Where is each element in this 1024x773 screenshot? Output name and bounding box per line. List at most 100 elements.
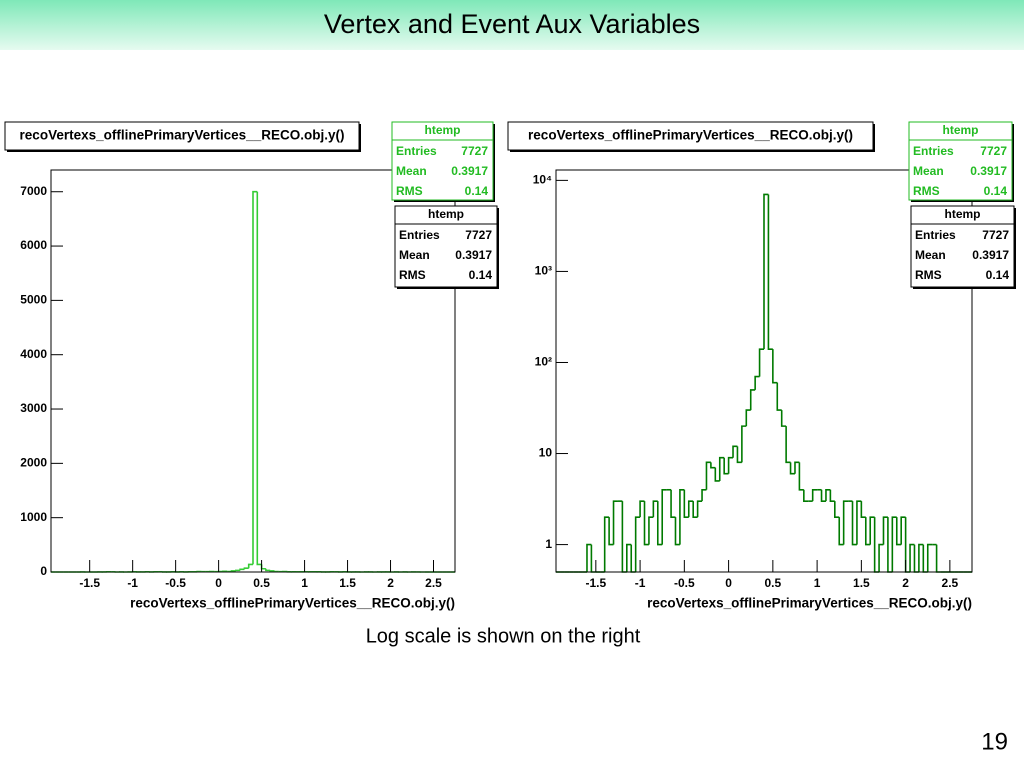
stats-value: 7727	[461, 144, 488, 158]
histogram-bin	[835, 501, 839, 517]
x-tick-label: -0.5	[674, 576, 695, 590]
x-tick-label: -1.5	[585, 576, 606, 590]
histogram-bin	[782, 410, 786, 426]
x-tick-label: 1	[814, 576, 821, 590]
histogram-bin	[270, 570, 274, 571]
histogram-bin	[591, 545, 595, 572]
stats-value: 0.14	[465, 184, 489, 198]
stats-value: 0.3917	[970, 164, 1007, 178]
stats-title: htemp	[943, 123, 979, 137]
y-tick-label: 10³	[535, 264, 552, 278]
page-number: 19	[981, 728, 1008, 755]
histogram-bin	[636, 517, 640, 572]
histogram-bin	[671, 490, 675, 517]
slide-title: Vertex and Event Aux Variables	[324, 9, 700, 39]
histogram-bin	[614, 501, 618, 544]
stats-value: 7727	[982, 228, 1009, 242]
stats-label: Entries	[915, 228, 956, 242]
y-tick-label: 1	[545, 537, 552, 551]
y-tick-label: 5000	[20, 293, 47, 307]
stats-label: RMS	[913, 184, 940, 198]
histogram-bin	[760, 349, 764, 376]
stats-value: 0.14	[469, 268, 493, 282]
stats-label: Mean	[913, 164, 944, 178]
histogram-bin	[262, 564, 266, 568]
x-tick-label: 1.5	[339, 576, 356, 590]
x-axis-label: recoVertexs_offlinePrimaryVertices__RECO…	[130, 596, 455, 611]
histogram-bin	[751, 390, 755, 410]
x-tick-label: 0.5	[765, 576, 782, 590]
histogram-bin	[698, 501, 702, 517]
x-tick-label: 2.5	[425, 576, 442, 590]
histogram-bin	[742, 426, 746, 462]
histogram-bin	[813, 490, 817, 501]
histogram-bin	[768, 194, 772, 349]
histogram-bin	[729, 458, 733, 474]
histogram-bin	[777, 383, 781, 410]
histogram-bin	[274, 571, 278, 572]
histogram-bin	[786, 426, 790, 462]
stats-label: Entries	[396, 144, 437, 158]
stats-value: 7727	[465, 228, 492, 242]
stats-value: 7727	[980, 144, 1007, 158]
histogram-bin	[249, 564, 253, 568]
stats-value: 0.3917	[972, 248, 1009, 262]
x-tick-label: -1	[635, 576, 646, 590]
x-tick-label: 0	[725, 576, 732, 590]
y-tick-label: 1000	[20, 510, 47, 524]
x-tick-label: -1.5	[79, 576, 100, 590]
x-tick-label: 0.5	[253, 576, 270, 590]
histogram-bin	[755, 377, 759, 390]
histogram-bin	[236, 570, 240, 571]
x-tick-label: 0	[215, 576, 222, 590]
stats-label: Mean	[399, 248, 430, 262]
stats-label: RMS	[396, 184, 423, 198]
histogram-bin	[928, 545, 932, 572]
x-tick-label: 1.5	[853, 576, 870, 590]
caption: Log scale is shown on the right	[366, 625, 641, 647]
stats-value: 0.14	[984, 184, 1008, 198]
histogram-bin	[861, 501, 865, 517]
stats-label: RMS	[399, 268, 426, 282]
histogram-bin	[257, 192, 261, 565]
histogram-bin	[662, 490, 666, 545]
histogram-bin	[244, 568, 248, 569]
charts: -1.5 -1 -0.5 0 0.5 1 1.5 2 2.5 0 1000 2000 3000 4000 5…	[5, 122, 1016, 611]
y-tick-label: 0	[40, 564, 47, 578]
stats-value: 0.14	[986, 268, 1010, 282]
stats-label: Entries	[399, 228, 440, 242]
x-tick-label: 2.5	[942, 576, 959, 590]
histogram-bin	[746, 410, 750, 426]
stats-title: htemp	[428, 207, 464, 221]
histogram-bin	[879, 545, 883, 572]
stats-label: Mean	[396, 164, 427, 178]
y-tick-label: 10	[539, 446, 553, 460]
x-tick-label: 1	[301, 576, 308, 590]
stats-label: Mean	[915, 248, 946, 262]
x-axis-label: recoVertexs_offlinePrimaryVertices__RECO…	[647, 596, 972, 611]
y-tick-label: 4000	[20, 347, 47, 361]
x-tick-label: 2	[902, 576, 909, 590]
stats-label: RMS	[915, 268, 942, 282]
y-tick-label: 6000	[20, 238, 47, 252]
histogram-bin	[773, 349, 777, 383]
y-tick-label: 10⁴	[533, 173, 552, 187]
y-tick-label: 2000	[20, 456, 47, 470]
histogram-bin	[711, 462, 715, 467]
stats-value: 0.3917	[451, 164, 488, 178]
histogram-bin	[649, 517, 653, 544]
histogram-bin	[702, 490, 706, 501]
chart-title: recoVertexs_offlinePrimaryVertices__RECO…	[20, 128, 345, 143]
histogram-bin	[799, 462, 803, 489]
y-tick-label: 3000	[20, 401, 47, 415]
histogram-bin	[937, 545, 941, 572]
histogram-bin	[266, 569, 270, 571]
histogram-bin	[844, 501, 848, 544]
stats-label: Entries	[913, 144, 954, 158]
histogram-bin	[804, 490, 808, 501]
x-tick-label: -0.5	[165, 576, 186, 590]
